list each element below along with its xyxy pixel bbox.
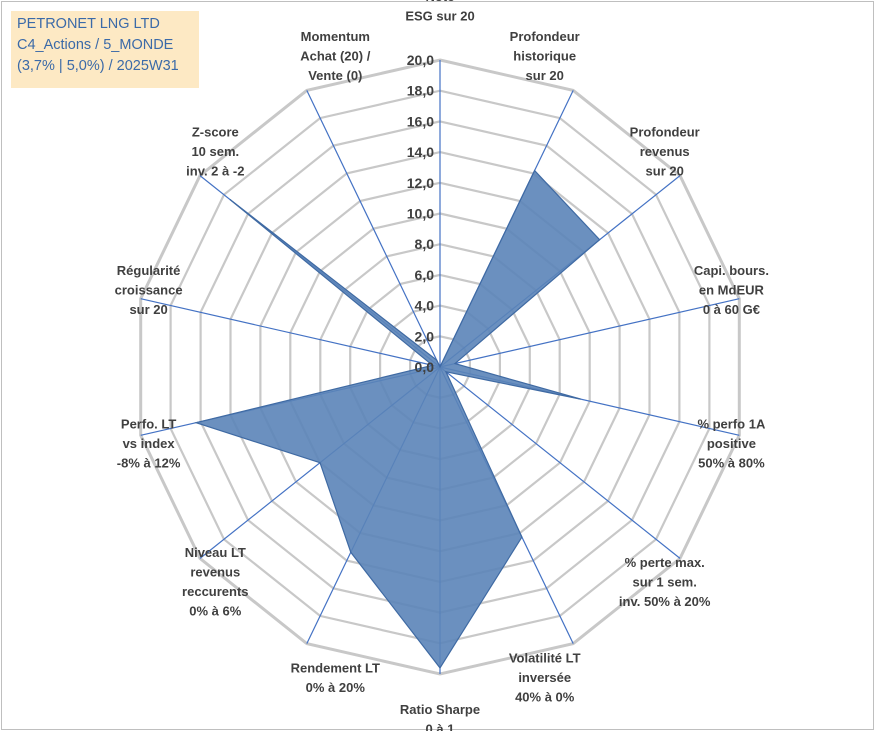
axis-label: revenus	[640, 144, 690, 159]
tick-label: 0,0	[415, 359, 435, 375]
axis-label: vs index	[123, 436, 176, 451]
axis-label-group: Niveau LT revenus reccurents 0% à 6%	[182, 545, 248, 619]
axis-label: Ratio Sharpe	[400, 702, 480, 717]
axis-label: Achat (20) /	[300, 48, 370, 63]
axis-label: inversée	[518, 670, 571, 685]
axis-label: sur 20	[646, 164, 684, 179]
axis-label: % perte max.	[625, 555, 705, 570]
axis-label: Profondeur	[510, 29, 580, 44]
axis-label-group: Profondeur revenus sur 20	[630, 125, 700, 179]
axis-label: historique	[513, 48, 576, 63]
series-area	[193, 169, 601, 669]
axis-label: 40% à 0%	[515, 690, 575, 705]
axis-label: sur 20	[129, 302, 167, 317]
tick-label: 2,0	[415, 328, 435, 344]
radar-axis-labels: Note ESG sur 20 Profondeur historique sur 20…	[115, 0, 769, 731]
axis-label: Profondeur	[630, 125, 700, 140]
axis-spoke	[439, 366, 681, 559]
axis-label: sur 20	[526, 68, 564, 83]
axis-label-group: Perfo. LT vs index -8% à 12%	[117, 417, 181, 471]
axis-label: ESG sur 20	[405, 9, 474, 24]
info-company: PETRONET LNG LTD	[17, 16, 160, 32]
axis-label-group: Momentum Achat (20) / Vente (0)	[300, 29, 370, 83]
tick-label: 8,0	[415, 236, 435, 252]
axis-label: positive	[707, 436, 756, 451]
axis-label-group: Régularité croissance sur 20	[115, 263, 183, 317]
info-box: PETRONET LNG LTD C4_Actions / 5_MONDE (3…	[11, 11, 199, 88]
tick-label: 10,0	[407, 206, 434, 222]
axis-label-group: % perte max. sur 1 sem. inv. 50% à 20%	[619, 555, 711, 609]
tick-label: 18,0	[407, 83, 434, 99]
tick-label: 12,0	[407, 175, 434, 191]
axis-label: % perfo 1A	[697, 417, 766, 432]
axis-label: Momentum	[301, 29, 370, 44]
axis-label: Régularité	[117, 263, 181, 278]
axis-label: 0% à 20%	[306, 680, 366, 695]
axis-label: sur 1 sem.	[633, 574, 697, 589]
axis-label: inv. 2 à -2	[186, 164, 244, 179]
tick-label: 16,0	[407, 113, 434, 129]
axis-label: -8% à 12%	[117, 456, 181, 471]
axis-label: 0 à 1	[426, 722, 455, 731]
tick-label: 4,0	[415, 298, 435, 314]
axis-label: inv. 50% à 20%	[619, 594, 711, 609]
axis-label: Perfo. LT	[121, 417, 176, 432]
axis-label: Niveau LT	[185, 545, 246, 560]
axis-label: en MdEUR	[699, 283, 765, 298]
tick-label: 14,0	[407, 144, 434, 160]
axis-label: reccurents	[182, 584, 248, 599]
axis-label: 0 à 60 G€	[703, 302, 760, 317]
info-period: (3,7% | 5,0%) / 2025W31	[17, 58, 179, 74]
axis-label: Note	[426, 0, 455, 4]
axis-label-group: Volatilité LT inversée 40% à 0%	[509, 651, 581, 705]
axis-label: croissance	[115, 283, 183, 298]
tick-label: 20,0	[407, 52, 434, 68]
axis-label-group: Capi. bours. en MdEUR 0 à 60 G€	[694, 263, 769, 317]
radar-tick-labels: 0,0 2,0 4,0 6,0 8,0 10,0 12,0 14,0 16,0 18,0 20,0	[407, 52, 434, 375]
tick-label: 6,0	[415, 267, 435, 283]
axis-label-group: % perfo 1A positive 50% à 80%	[697, 417, 766, 471]
axis-label-group: Rendement LT 0% à 20%	[291, 660, 380, 695]
axis-label: Capi. bours.	[694, 263, 769, 278]
axis-label: Volatilité LT	[509, 651, 581, 666]
info-category: C4_Actions / 5_MONDE	[17, 37, 174, 53]
axis-spoke	[306, 90, 441, 368]
axis-label-group: Z-score 10 sem. inv. 2 à -2	[186, 125, 244, 179]
axis-spoke	[140, 298, 441, 368]
radar-series	[193, 169, 601, 669]
axis-spoke	[439, 298, 740, 368]
axis-label: Vente (0)	[308, 68, 362, 83]
axis-label: Rendement LT	[291, 660, 380, 675]
axis-label: 50% à 80%	[698, 456, 765, 471]
axis-label: 0% à 6%	[189, 604, 241, 619]
axis-label: Z-score	[192, 125, 239, 140]
axis-label-group: Ratio Sharpe 0 à 1	[400, 702, 480, 731]
axis-label: 10 sem.	[191, 144, 239, 159]
axis-label-group: Note ESG sur 20	[405, 0, 474, 24]
axis-label-group: Profondeur historique sur 20	[510, 29, 580, 83]
axis-label: revenus	[190, 565, 240, 580]
